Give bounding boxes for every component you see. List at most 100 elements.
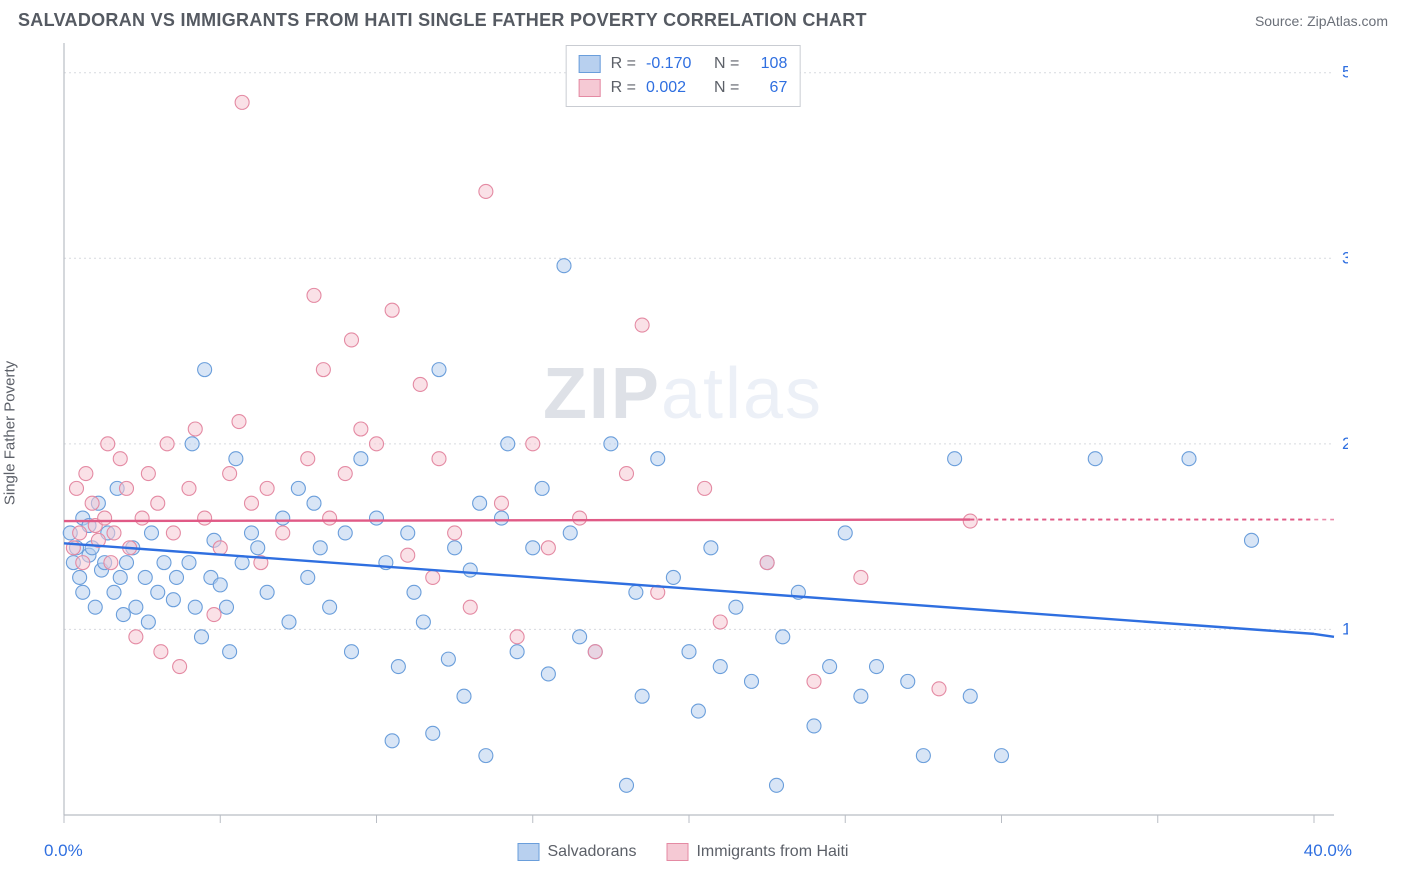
data-point xyxy=(385,734,399,748)
y-tick-label: 50.0% xyxy=(1342,63,1348,82)
legend-row: R =-0.170N =108 xyxy=(579,52,788,76)
data-point xyxy=(101,437,115,451)
data-point xyxy=(138,570,152,584)
data-point xyxy=(416,615,430,629)
data-point xyxy=(948,452,962,466)
data-point xyxy=(76,585,90,599)
data-point xyxy=(129,600,143,614)
data-point xyxy=(323,511,337,525)
data-point xyxy=(823,660,837,674)
data-point xyxy=(426,570,440,584)
series-legend-label: Immigrants from Haiti xyxy=(696,843,848,861)
data-point xyxy=(666,570,680,584)
source-name: ZipAtlas.com xyxy=(1307,13,1388,29)
data-point xyxy=(232,415,246,429)
data-point xyxy=(995,749,1009,763)
data-point xyxy=(526,437,540,451)
data-point xyxy=(104,556,118,570)
data-point xyxy=(510,645,524,659)
data-point xyxy=(838,526,852,540)
data-point xyxy=(354,452,368,466)
data-point xyxy=(963,689,977,703)
data-point xyxy=(301,452,315,466)
legend-n-value: 108 xyxy=(749,52,787,76)
data-point xyxy=(213,541,227,555)
data-point xyxy=(173,660,187,674)
data-point xyxy=(807,674,821,688)
data-point xyxy=(563,526,577,540)
data-point xyxy=(229,452,243,466)
data-point xyxy=(463,563,477,577)
data-point xyxy=(354,422,368,436)
x-axis-min-label: 0.0% xyxy=(44,841,83,861)
legend-r-label: R = xyxy=(611,76,636,100)
data-point xyxy=(223,645,237,659)
legend-r-value: -0.170 xyxy=(646,52,704,76)
data-point xyxy=(79,467,93,481)
data-point xyxy=(704,541,718,555)
y-tick-label: 37.5% xyxy=(1342,248,1348,267)
data-point xyxy=(73,570,87,584)
data-point xyxy=(338,467,352,481)
data-point xyxy=(432,452,446,466)
x-axis-max-label: 40.0% xyxy=(1304,841,1352,861)
data-point xyxy=(291,481,305,495)
data-point xyxy=(413,377,427,391)
data-point xyxy=(588,645,602,659)
data-point xyxy=(145,526,159,540)
data-point xyxy=(510,630,524,644)
scatter-plot-svg: 12.5%25.0%37.5%50.0% xyxy=(18,43,1348,823)
y-axis-label: Single Father Poverty xyxy=(2,361,19,505)
data-point xyxy=(432,363,446,377)
data-point xyxy=(213,578,227,592)
data-point xyxy=(88,600,102,614)
data-point xyxy=(745,674,759,688)
legend-r-value: 0.002 xyxy=(646,76,704,100)
data-point xyxy=(407,585,421,599)
data-point xyxy=(713,615,727,629)
legend-swatch xyxy=(579,55,601,73)
data-point xyxy=(370,437,384,451)
data-point xyxy=(120,481,134,495)
legend-swatch xyxy=(518,843,540,861)
data-point xyxy=(198,511,212,525)
data-point xyxy=(385,303,399,317)
data-point xyxy=(276,526,290,540)
data-point xyxy=(457,689,471,703)
data-point xyxy=(698,481,712,495)
data-point xyxy=(245,526,259,540)
legend-swatch xyxy=(579,79,601,97)
data-point xyxy=(604,437,618,451)
data-point xyxy=(345,645,359,659)
data-point xyxy=(141,615,155,629)
data-point xyxy=(535,481,549,495)
header-row: SALVADORAN VS IMMIGRANTS FROM HAITI SING… xyxy=(0,0,1406,35)
data-point xyxy=(116,608,130,622)
data-point xyxy=(729,600,743,614)
data-point xyxy=(854,570,868,584)
data-point xyxy=(107,526,121,540)
data-point xyxy=(501,437,515,451)
legend-n-label: N = xyxy=(714,76,739,100)
data-point xyxy=(276,511,290,525)
chart-title: SALVADORAN VS IMMIGRANTS FROM HAITI SING… xyxy=(18,10,867,31)
data-point xyxy=(313,541,327,555)
legend-swatch xyxy=(666,843,688,861)
data-point xyxy=(223,467,237,481)
data-point xyxy=(154,645,168,659)
data-point xyxy=(526,541,540,555)
data-point xyxy=(479,749,493,763)
data-point xyxy=(85,496,99,510)
data-point xyxy=(495,496,509,510)
y-tick-label: 25.0% xyxy=(1342,434,1348,453)
data-point xyxy=(107,585,121,599)
series-legend-item: Immigrants from Haiti xyxy=(666,843,848,861)
data-point xyxy=(854,689,868,703)
data-point xyxy=(901,674,915,688)
data-point xyxy=(448,541,462,555)
trend-line xyxy=(64,520,970,521)
data-point xyxy=(963,514,977,528)
legend-n-value: 67 xyxy=(749,76,787,100)
series-legend-item: Salvadorans xyxy=(518,843,637,861)
data-point xyxy=(401,548,415,562)
